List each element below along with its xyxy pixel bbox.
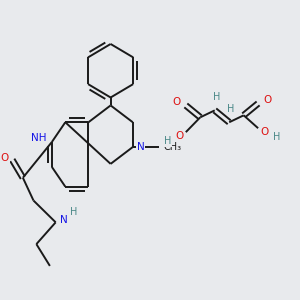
Text: H: H — [213, 92, 220, 103]
Text: CH₃: CH₃ — [163, 142, 182, 152]
Text: O: O — [0, 153, 9, 163]
Text: O: O — [172, 98, 180, 107]
Text: H: H — [227, 104, 235, 114]
Text: H: H — [164, 136, 171, 146]
Text: O: O — [175, 131, 183, 141]
Text: O: O — [261, 127, 269, 137]
Text: H: H — [273, 132, 280, 142]
Text: N: N — [136, 142, 144, 152]
Text: H: H — [70, 207, 78, 218]
Text: N: N — [61, 215, 68, 225]
Text: NH: NH — [31, 133, 46, 143]
Text: O: O — [264, 95, 272, 106]
